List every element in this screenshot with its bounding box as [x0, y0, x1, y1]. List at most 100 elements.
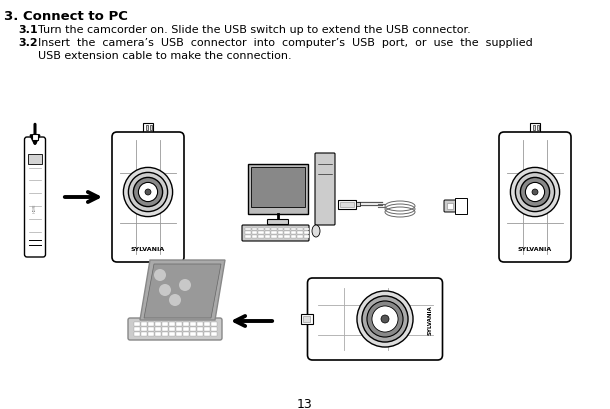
Bar [169, 332, 175, 336]
FancyBboxPatch shape [32, 134, 38, 140]
Ellipse shape [312, 225, 320, 237]
Polygon shape [140, 261, 225, 320]
Bar [169, 322, 175, 326]
Text: HDMI: HDMI [33, 203, 37, 212]
Bar [284, 236, 290, 238]
Bar [251, 232, 257, 234]
Circle shape [357, 291, 413, 347]
Bar [303, 316, 309, 322]
FancyBboxPatch shape [242, 225, 309, 241]
Bar [169, 327, 175, 331]
Bar [284, 228, 290, 231]
Bar [258, 232, 264, 234]
Bar [183, 322, 189, 326]
FancyBboxPatch shape [248, 164, 308, 214]
Bar [134, 327, 140, 331]
Circle shape [372, 306, 398, 332]
Text: USB extension cable to make the connection.: USB extension cable to make the connecti… [38, 51, 292, 61]
FancyBboxPatch shape [143, 124, 153, 138]
Bar [204, 322, 210, 326]
Bar [155, 332, 161, 336]
Bar [245, 232, 251, 234]
Bar [134, 332, 140, 336]
Bar [204, 332, 210, 336]
Bar [204, 327, 210, 331]
Bar [141, 322, 147, 326]
Bar [340, 202, 354, 207]
Bar [155, 322, 161, 326]
Bar [148, 332, 154, 336]
Bar [304, 236, 309, 238]
FancyBboxPatch shape [24, 138, 46, 257]
Bar [533, 126, 534, 131]
Bar [162, 327, 168, 331]
Bar [211, 327, 217, 331]
Bar [271, 236, 276, 238]
Bar [190, 322, 196, 326]
Bar [304, 228, 309, 231]
Bar [271, 228, 276, 231]
Bar [162, 322, 168, 326]
Text: SYLVANIA: SYLVANIA [518, 247, 552, 252]
Circle shape [362, 296, 408, 342]
Circle shape [367, 301, 403, 337]
Bar [290, 232, 296, 234]
Bar [146, 126, 148, 131]
Bar [148, 322, 154, 326]
Bar [265, 232, 270, 234]
Text: Turn the camcorder on. Slide the USB switch up to extend the USB connector.: Turn the camcorder on. Slide the USB swi… [38, 25, 471, 35]
Bar [537, 126, 539, 131]
Bar [265, 228, 270, 231]
Circle shape [179, 279, 191, 291]
Text: 3. Connect to PC: 3. Connect to PC [4, 10, 128, 23]
Circle shape [169, 294, 181, 306]
Circle shape [381, 315, 389, 323]
Bar [356, 202, 360, 207]
Circle shape [520, 178, 550, 207]
Bar [197, 332, 203, 336]
Bar [297, 236, 303, 238]
Bar [251, 228, 257, 231]
Circle shape [123, 168, 173, 217]
Text: 13: 13 [297, 397, 313, 409]
Bar [155, 327, 161, 331]
FancyBboxPatch shape [112, 133, 184, 262]
Bar [190, 332, 196, 336]
Circle shape [159, 284, 171, 296]
Text: SYLVANIA: SYLVANIA [131, 247, 165, 252]
Bar [197, 327, 203, 331]
Circle shape [525, 183, 545, 202]
FancyBboxPatch shape [307, 278, 442, 360]
Text: Insert  the  camera’s  USB  connector  into  computer’s  USB  port,  or  use  th: Insert the camera’s USB connector into c… [38, 38, 533, 48]
Bar [183, 327, 189, 331]
Bar [176, 322, 182, 326]
Circle shape [515, 173, 554, 212]
Circle shape [532, 189, 538, 196]
FancyBboxPatch shape [315, 154, 335, 225]
Bar [297, 232, 303, 234]
Circle shape [511, 168, 559, 217]
Bar [301, 314, 312, 324]
Text: 3.2: 3.2 [18, 38, 38, 48]
Bar [197, 322, 203, 326]
Bar [284, 232, 290, 234]
Bar [176, 332, 182, 336]
Bar [271, 232, 276, 234]
Bar [265, 236, 270, 238]
Bar [258, 228, 264, 231]
FancyBboxPatch shape [338, 200, 356, 209]
Bar [211, 322, 217, 326]
Bar [447, 204, 453, 209]
Bar [183, 332, 189, 336]
Circle shape [154, 270, 166, 281]
FancyBboxPatch shape [499, 133, 571, 262]
Bar [455, 198, 467, 214]
Bar [148, 327, 154, 331]
Circle shape [138, 183, 157, 202]
Bar [190, 327, 196, 331]
Bar [211, 332, 217, 336]
Circle shape [145, 189, 151, 196]
Bar [251, 236, 257, 238]
Bar [251, 168, 305, 207]
Bar [290, 228, 296, 231]
